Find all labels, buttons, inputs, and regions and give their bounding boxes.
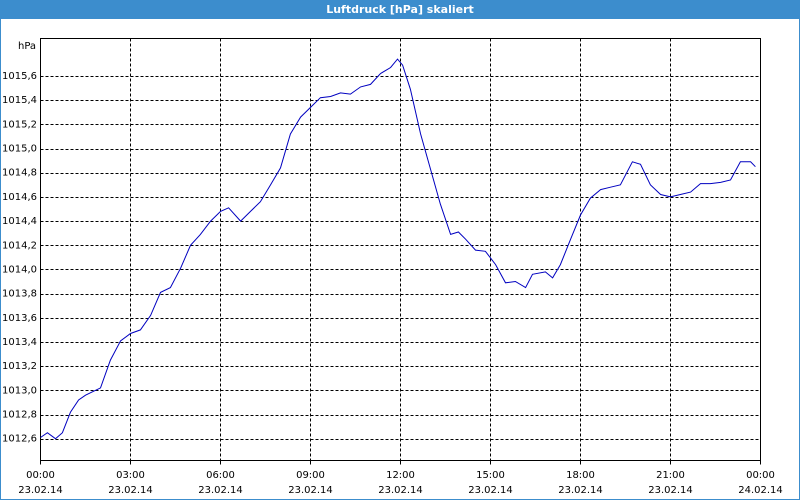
x-tick-label: 23.02.14 (558, 485, 603, 496)
y-tick-label: 1014,0 (2, 264, 37, 275)
y-tick-label: 1015,6 (2, 71, 37, 82)
y-tick-label: 1012,8 (2, 410, 37, 421)
y-axis-label: hPa (18, 41, 36, 52)
x-tick-label: 00:00 (746, 470, 775, 481)
y-tick-label: 1014,4 (2, 216, 37, 227)
y-tick-label: 1015,2 (2, 119, 37, 130)
x-tick-label: 23.02.14 (288, 485, 333, 496)
data-line (40, 58, 756, 440)
y-tick-label: 1012,6 (2, 434, 37, 445)
y-tick-label: 1014,6 (2, 192, 37, 203)
x-tick-label: 23.02.14 (18, 485, 63, 496)
y-tick-label: 1013,8 (2, 289, 37, 300)
x-tick-label: 03:00 (116, 470, 145, 481)
y-tick-label: 1013,6 (2, 313, 37, 324)
title-bar (0, 0, 800, 19)
y-tick-label: 1014,8 (2, 168, 37, 179)
y-tick-label: 1015,0 (2, 144, 37, 155)
chart-title: Luftdruck [hPa] skaliert (326, 3, 474, 16)
x-tick-label: 24.02.14 (738, 485, 783, 496)
y-tick-label: 1014,2 (2, 240, 37, 251)
x-tick-label: 23.02.14 (108, 485, 153, 496)
x-tick-label: 23.02.14 (648, 485, 693, 496)
x-tick-label: 06:00 (206, 470, 235, 481)
x-tick-label: 18:00 (566, 470, 595, 481)
x-tick-label: 12:00 (386, 470, 415, 481)
x-tick-label: 00:00 (26, 470, 55, 481)
x-tick-label: 15:00 (476, 470, 505, 481)
y-tick-label: 1013,0 (2, 385, 37, 396)
x-tick-label: 23.02.14 (198, 485, 243, 496)
x-tick-label: 23.02.14 (468, 485, 513, 496)
x-tick-label: 21:00 (656, 470, 685, 481)
y-tick-label: 1013,2 (2, 361, 37, 372)
y-tick-label: 1013,4 (2, 337, 37, 348)
x-tick-label: 09:00 (296, 470, 325, 481)
x-tick-label: 23.02.14 (378, 485, 423, 496)
y-tick-label: 1015,4 (2, 95, 37, 106)
